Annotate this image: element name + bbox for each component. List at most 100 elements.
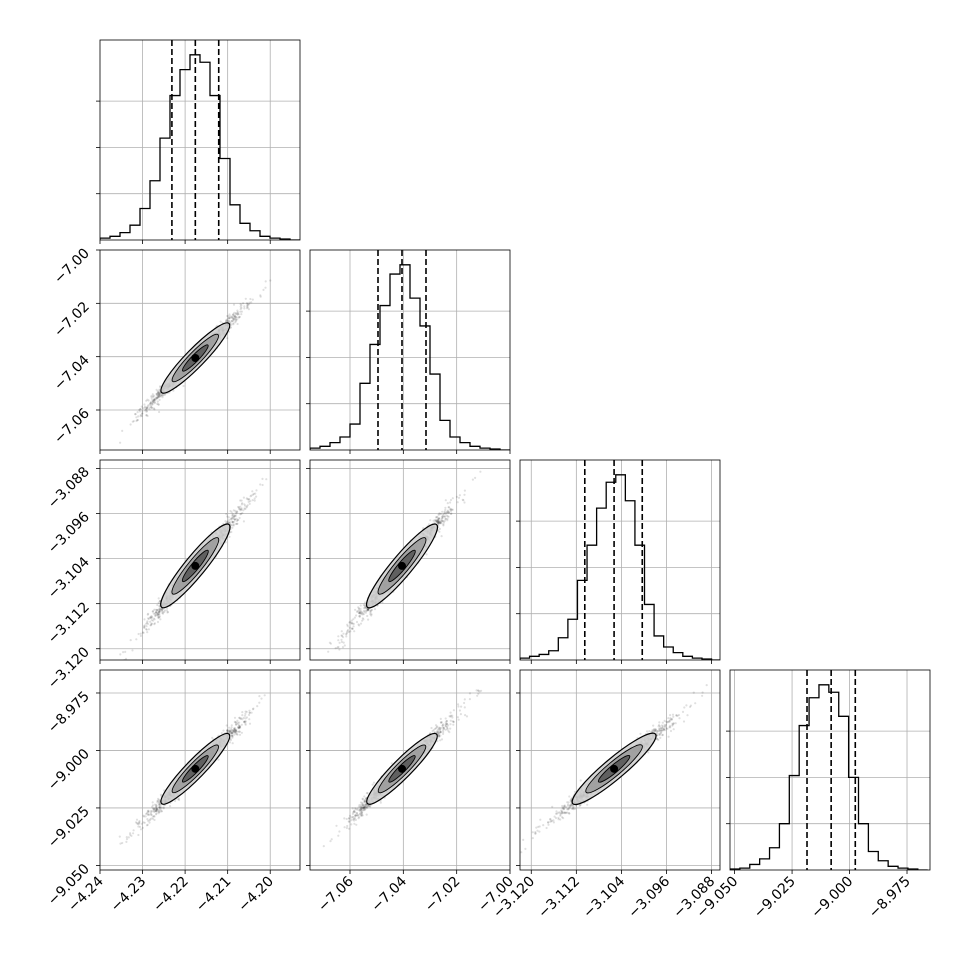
sample-point <box>446 502 449 505</box>
sample-point <box>364 609 367 612</box>
histogram-panel-3 <box>516 459 721 664</box>
sample-point <box>436 518 439 521</box>
sample-point <box>230 320 233 323</box>
sample-point <box>235 318 238 321</box>
sample-point <box>153 807 156 810</box>
sample-point <box>244 507 247 511</box>
sample-point <box>444 518 447 521</box>
sample-point <box>157 608 160 611</box>
sample-point <box>438 513 441 516</box>
sample-point <box>433 519 436 522</box>
sample-point <box>157 797 160 800</box>
sample-point <box>146 823 149 827</box>
sample-point <box>150 624 153 627</box>
sample-point <box>146 407 149 410</box>
sample-point <box>231 515 234 518</box>
sample-point <box>146 620 149 623</box>
sample-point <box>139 632 142 635</box>
sample-point <box>366 608 369 612</box>
sample-point <box>456 501 459 504</box>
sample-point <box>229 315 232 318</box>
sample-point <box>152 612 155 615</box>
scatter-panel-3-1: −3.120−3.112−3.104−3.096−3.088 <box>45 459 301 692</box>
sample-point <box>235 316 238 319</box>
sample-point <box>449 509 452 513</box>
sample-point <box>358 611 361 615</box>
sample-point <box>240 503 243 506</box>
sample-point <box>150 622 153 626</box>
sample-point <box>437 522 440 525</box>
panel-frame <box>519 459 721 661</box>
sample-point <box>439 521 442 525</box>
panel-plot-area <box>100 670 300 870</box>
sample-point <box>230 511 233 514</box>
sample-point <box>450 508 453 511</box>
sample-point <box>160 609 163 612</box>
sample-point <box>447 506 450 509</box>
sample-point <box>156 402 159 405</box>
sample-point <box>154 608 157 611</box>
sample-point <box>238 730 241 733</box>
sample-point <box>153 399 156 402</box>
sample-point <box>443 519 446 523</box>
sample-point <box>231 521 234 524</box>
sample-point <box>155 808 158 811</box>
sample-point <box>449 501 452 504</box>
sample-point <box>439 521 442 524</box>
sample-point <box>233 315 236 318</box>
sample-point <box>440 518 443 521</box>
sample-point <box>359 607 362 611</box>
sample-point <box>150 622 153 625</box>
sample-point <box>441 515 444 518</box>
sample-point <box>234 727 237 730</box>
sample-point <box>239 305 242 308</box>
sample-point <box>441 515 444 518</box>
sample-point <box>254 492 257 495</box>
sample-point <box>341 646 345 649</box>
sample-point <box>139 415 142 418</box>
sample-point <box>145 621 149 624</box>
sample-point <box>161 394 164 397</box>
sample-point <box>366 607 369 610</box>
sample-point <box>228 316 231 319</box>
sample-point <box>353 616 356 619</box>
sample-point <box>239 513 242 516</box>
sample-point <box>231 517 234 520</box>
sample-point <box>350 619 353 622</box>
sample-point <box>152 807 155 810</box>
sample-point <box>142 407 145 410</box>
sample-point <box>146 818 149 821</box>
sample-point <box>231 742 234 745</box>
scatter-panel-2-1: −7.06−7.04−7.02−7.00 <box>51 246 301 454</box>
sample-point <box>240 507 243 510</box>
sample-point <box>135 638 138 641</box>
sample-point <box>153 402 156 405</box>
sample-point <box>157 812 160 815</box>
histogram-line <box>310 264 510 450</box>
sample-point <box>458 494 461 497</box>
sample-point <box>245 505 248 508</box>
sample-point <box>237 507 241 510</box>
sample-point <box>146 414 149 418</box>
sample-point <box>155 804 158 807</box>
sample-point <box>145 413 148 417</box>
sample-point <box>334 647 337 650</box>
sample-point <box>232 319 236 322</box>
sample-point <box>367 608 370 612</box>
sample-point <box>349 630 352 633</box>
sample-point <box>449 507 452 510</box>
sample-point <box>149 402 152 405</box>
sample-point <box>155 394 158 397</box>
sample-point <box>136 411 139 414</box>
sample-point <box>364 605 367 608</box>
sample-point <box>231 731 234 735</box>
sample-point <box>232 313 235 316</box>
sample-point <box>236 721 239 724</box>
sample-point <box>147 612 150 615</box>
sample-point <box>422 527 425 530</box>
sample-point <box>139 634 142 638</box>
sample-point <box>148 813 151 816</box>
sample-point <box>159 793 162 796</box>
sample-point <box>437 517 440 520</box>
sample-point <box>242 302 245 305</box>
